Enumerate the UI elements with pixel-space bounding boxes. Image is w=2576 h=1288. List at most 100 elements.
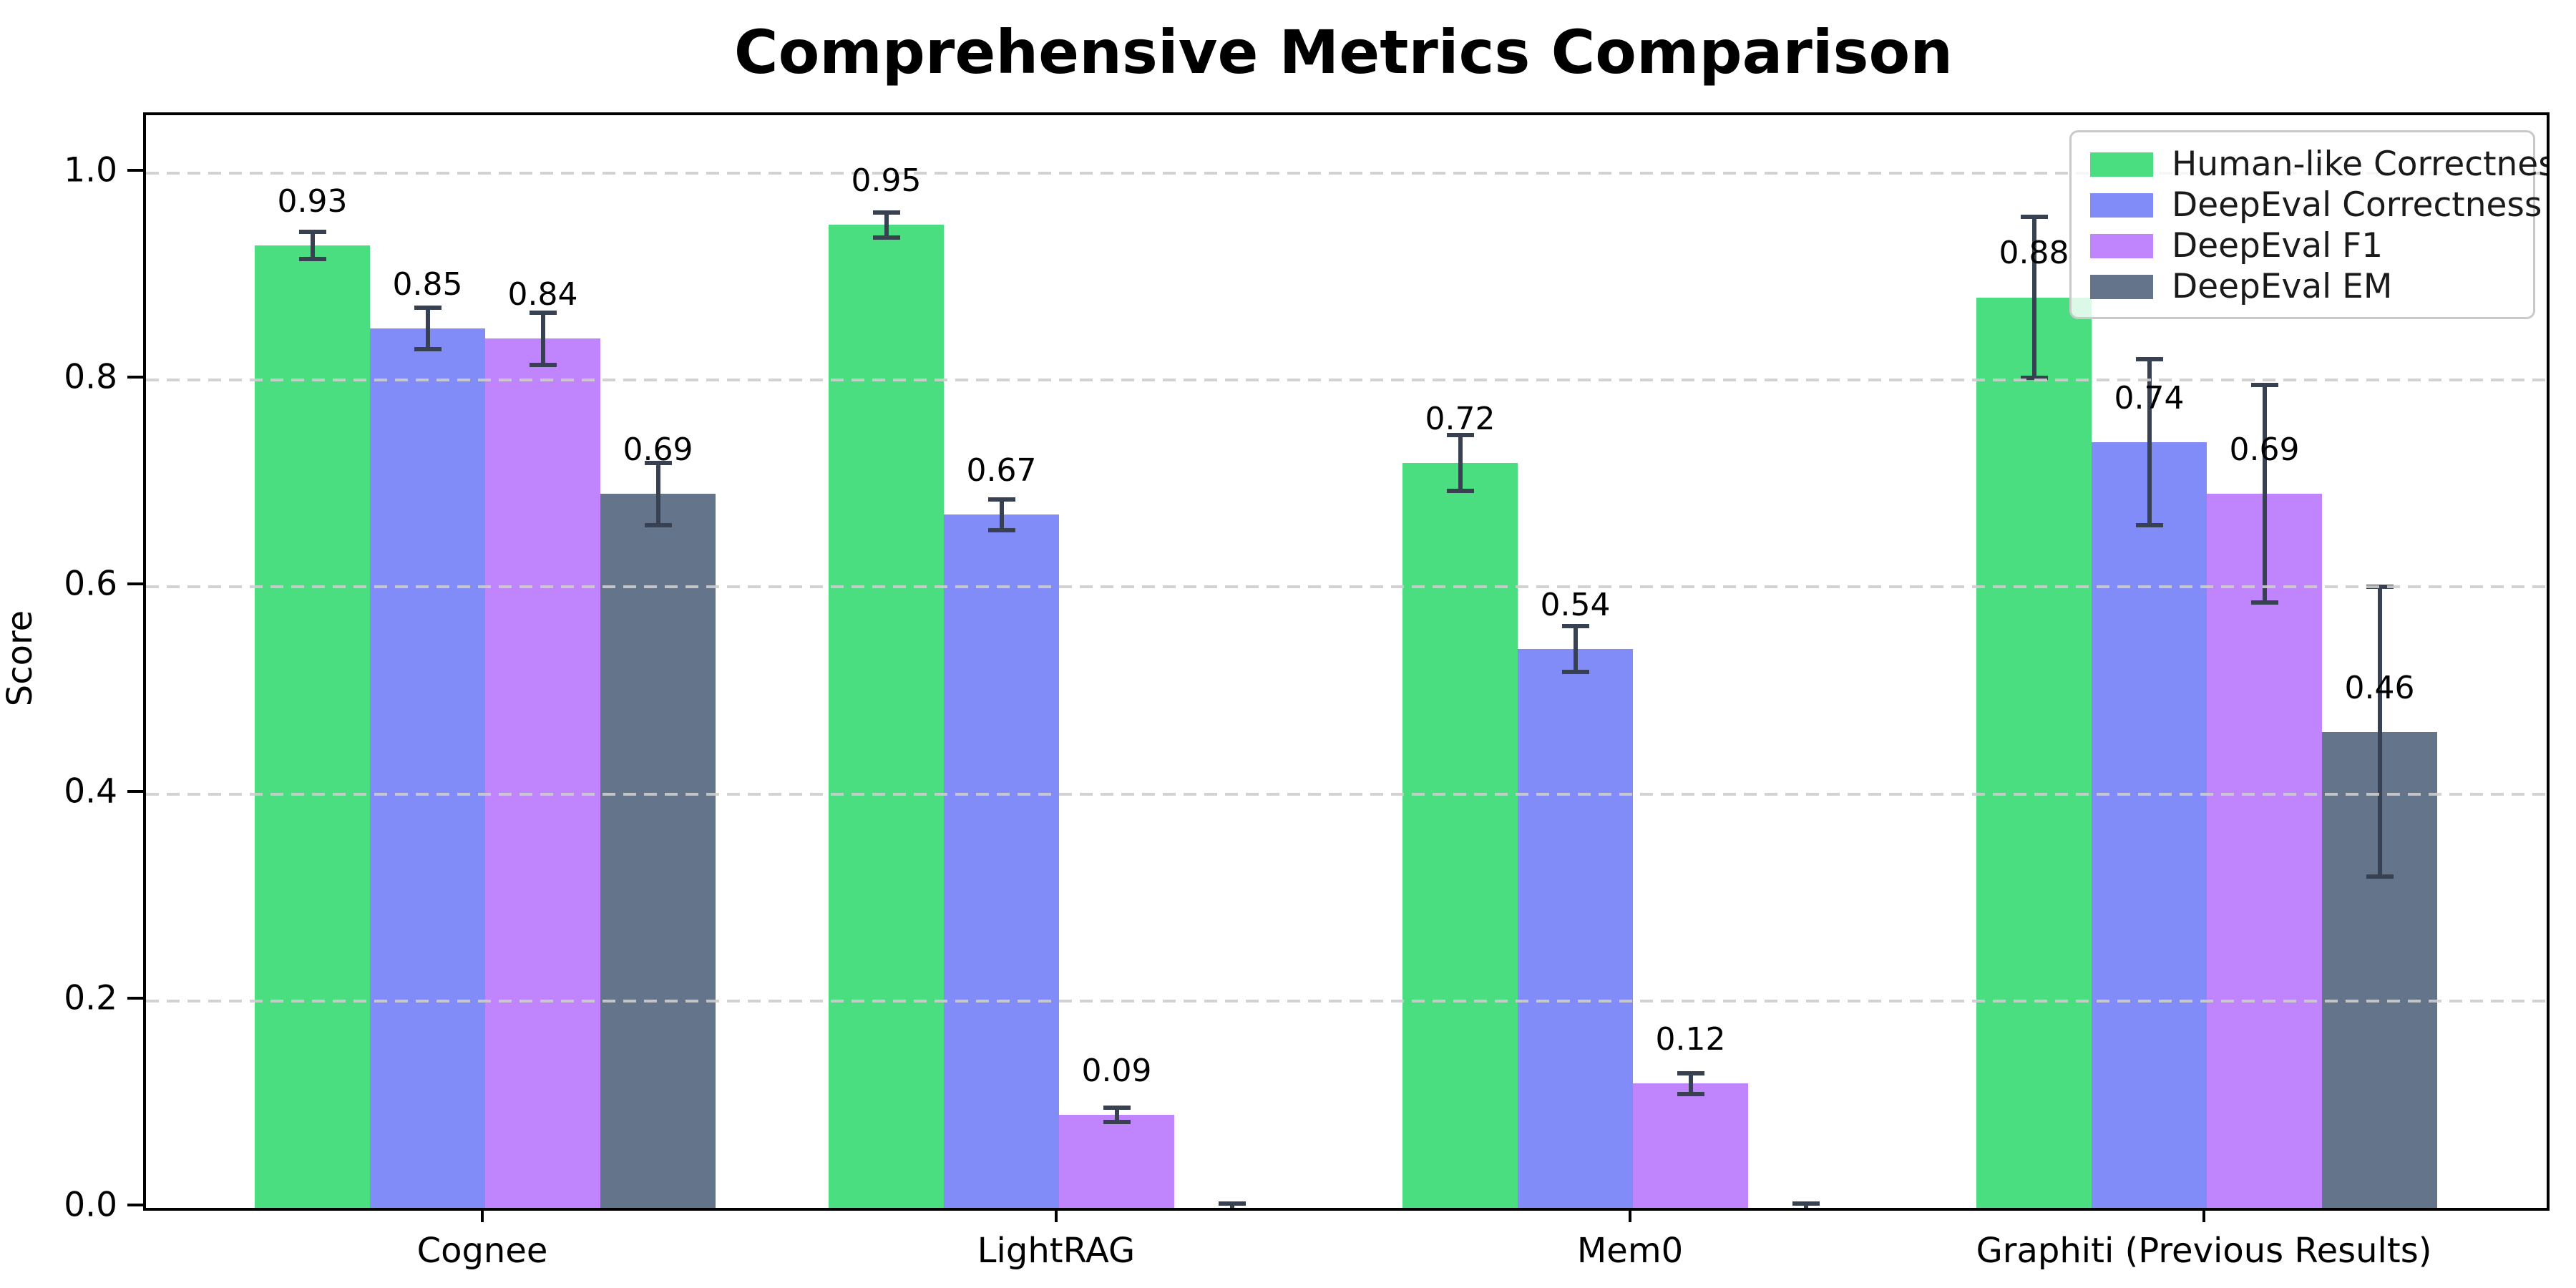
bar-cognee-3 bbox=[600, 494, 716, 1208]
error-bar-cap bbox=[2250, 383, 2278, 388]
y-tick-mark bbox=[127, 1204, 143, 1206]
error-bar-cap bbox=[1219, 1210, 1246, 1211]
bar-value-label: 0.88 bbox=[1999, 235, 2069, 272]
bar-cognee-0 bbox=[255, 245, 370, 1208]
error-bar-cap bbox=[1446, 488, 1474, 493]
error-bar bbox=[2262, 385, 2267, 603]
error-bar-cap bbox=[414, 346, 441, 351]
bar-mem0-0 bbox=[1402, 462, 1518, 1208]
bar-value-label: 0.69 bbox=[2229, 431, 2300, 469]
y-tick-label: 0.4 bbox=[64, 771, 117, 811]
error-bar-cap bbox=[298, 257, 326, 262]
error-bar bbox=[884, 212, 889, 238]
bar-cognee-2 bbox=[485, 338, 600, 1208]
x-tick-label: Mem0 bbox=[1576, 1231, 1684, 1271]
error-bar-cap bbox=[872, 210, 900, 215]
y-axis-label: Score bbox=[0, 610, 40, 707]
bar-lightrag-0 bbox=[829, 225, 944, 1208]
legend-row: Human-like Correctness bbox=[2072, 144, 2547, 185]
error-bar-cap bbox=[529, 311, 557, 316]
error-bar-cap bbox=[1218, 1201, 1246, 1206]
error-bar-cap bbox=[298, 230, 326, 235]
x-tick-label: Cognee bbox=[416, 1231, 548, 1271]
error-bar-cap bbox=[2135, 357, 2163, 362]
bar-value-label: 0.12 bbox=[1655, 1021, 1726, 1058]
error-bar-cap bbox=[1446, 432, 1474, 437]
bar-value-label: 0.85 bbox=[392, 265, 463, 303]
bar-value-label: 0.46 bbox=[2344, 669, 2415, 706]
error-bar bbox=[655, 462, 660, 525]
error-bar bbox=[1114, 1107, 1119, 1122]
error-bar-cap bbox=[2135, 522, 2163, 527]
legend-swatch bbox=[2090, 152, 2153, 177]
error-bar bbox=[1458, 434, 1463, 491]
bar-mem0-2 bbox=[1633, 1083, 1748, 1208]
x-tick-mark bbox=[1055, 1208, 1058, 1222]
error-bar-cap bbox=[2020, 376, 2048, 381]
legend-swatch bbox=[2090, 192, 2153, 218]
error-bar-cap bbox=[1103, 1105, 1131, 1110]
error-bar-cap bbox=[1561, 624, 1589, 629]
x-tick-mark bbox=[2202, 1208, 2205, 1222]
y-tick-mark bbox=[127, 169, 143, 172]
y-tick-mark bbox=[127, 376, 143, 379]
legend-label: DeepEval Correctness bbox=[2172, 185, 2542, 225]
error-bar-cap bbox=[2250, 600, 2278, 605]
legend-label: DeepEval F1 bbox=[2172, 226, 2384, 265]
error-bar-cap bbox=[987, 497, 1015, 502]
bar-value-label: 0.72 bbox=[1425, 400, 1496, 437]
bar-value-label: 0.93 bbox=[277, 183, 348, 220]
bar-value-label: 0.09 bbox=[1081, 1052, 1152, 1089]
error-bar-cap bbox=[2020, 214, 2048, 219]
bar-lightrag-1 bbox=[944, 514, 1059, 1208]
error-bar bbox=[540, 313, 545, 365]
error-bar-cap bbox=[1792, 1201, 1820, 1206]
bar-cognee-1 bbox=[370, 328, 485, 1208]
bar-value-label: 0.54 bbox=[1540, 587, 1611, 624]
error-bar-cap bbox=[644, 460, 672, 465]
x-tick-label: LightRAG bbox=[977, 1231, 1136, 1271]
error-bar bbox=[1573, 626, 1578, 672]
error-bar-cap bbox=[1792, 1210, 1820, 1211]
error-bar bbox=[1688, 1073, 1693, 1094]
legend-label: DeepEval EM bbox=[2172, 267, 2393, 306]
chart-title: Comprehensive Metrics Comparison bbox=[733, 17, 1953, 87]
bar-value-label: 0.95 bbox=[851, 162, 922, 200]
error-bar-cap bbox=[529, 362, 557, 367]
error-bar-cap bbox=[2366, 585, 2394, 590]
x-tick-label: Graphiti (Previous Results) bbox=[1976, 1231, 2432, 1271]
x-tick-mark bbox=[1629, 1208, 1631, 1222]
legend: Human-like Correctness DeepEval Correctne… bbox=[2069, 130, 2547, 319]
x-tick-mark bbox=[481, 1208, 484, 1222]
error-bar-cap bbox=[872, 235, 900, 240]
legend-row: DeepEval F1 bbox=[2072, 225, 2533, 266]
y-tick-label: 0.0 bbox=[64, 1185, 117, 1225]
bar-graphiti-previous-results--0 bbox=[1976, 297, 2092, 1208]
y-tick-label: 1.0 bbox=[64, 150, 117, 190]
y-tick-mark bbox=[127, 789, 143, 793]
legend-label: Human-like Correctness bbox=[2172, 145, 2550, 184]
bar-value-label: 0.84 bbox=[507, 276, 578, 313]
error-bar-cap bbox=[2366, 874, 2394, 879]
bar-value-label: 0.74 bbox=[2114, 379, 2185, 416]
error-bar bbox=[999, 499, 1004, 530]
error-bar-cap bbox=[414, 305, 441, 310]
y-tick-mark bbox=[127, 996, 143, 1000]
legend-swatch bbox=[2090, 274, 2153, 299]
error-bar bbox=[425, 308, 430, 349]
error-bar-cap bbox=[1103, 1119, 1131, 1124]
bar-lightrag-2 bbox=[1059, 1114, 1174, 1208]
bar-value-label: 0.69 bbox=[623, 431, 693, 469]
bar-graphiti-previous-results--1 bbox=[2092, 441, 2207, 1208]
error-bar bbox=[2377, 587, 2382, 877]
error-bar bbox=[2147, 359, 2152, 525]
y-tick-label: 0.6 bbox=[64, 564, 117, 604]
error-bar-cap bbox=[1677, 1071, 1704, 1076]
error-bar-cap bbox=[987, 527, 1015, 532]
error-bar bbox=[310, 232, 315, 260]
error-bar-cap bbox=[1561, 669, 1589, 674]
legend-row: DeepEval Correctness bbox=[2072, 185, 2542, 225]
bar-value-label: 0.67 bbox=[966, 452, 1037, 489]
error-bar-cap bbox=[1677, 1091, 1704, 1096]
